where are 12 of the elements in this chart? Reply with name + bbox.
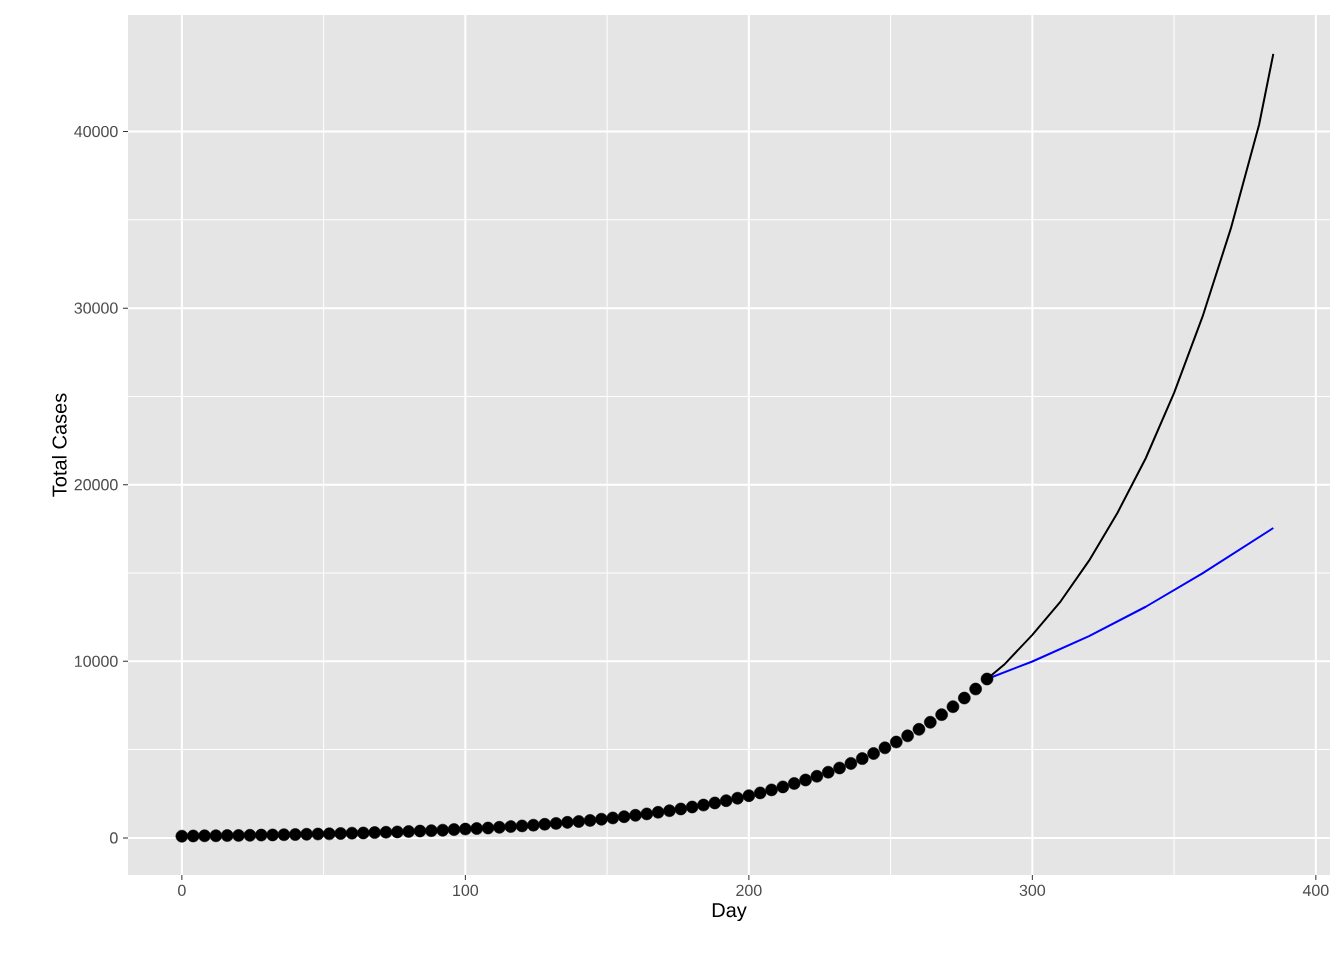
y-tick-label: 0 <box>110 832 118 844</box>
x-tick-label: 400 <box>1302 884 1329 897</box>
x-tick-label: 200 <box>736 884 762 897</box>
y-tick-label: 20000 <box>74 479 118 491</box>
x-tick-label: 300 <box>1019 884 1046 897</box>
x-axis-title: Day <box>712 903 747 922</box>
y-tick-label: 10000 <box>75 655 118 667</box>
y-axis-title: Total Cases <box>51 393 67 497</box>
y-tick-label: 40000 <box>74 125 118 138</box>
y-tick-label: 30000 <box>74 302 118 314</box>
x-tick-label: 100 <box>453 884 479 897</box>
x-tick-label: 0 <box>178 884 186 897</box>
